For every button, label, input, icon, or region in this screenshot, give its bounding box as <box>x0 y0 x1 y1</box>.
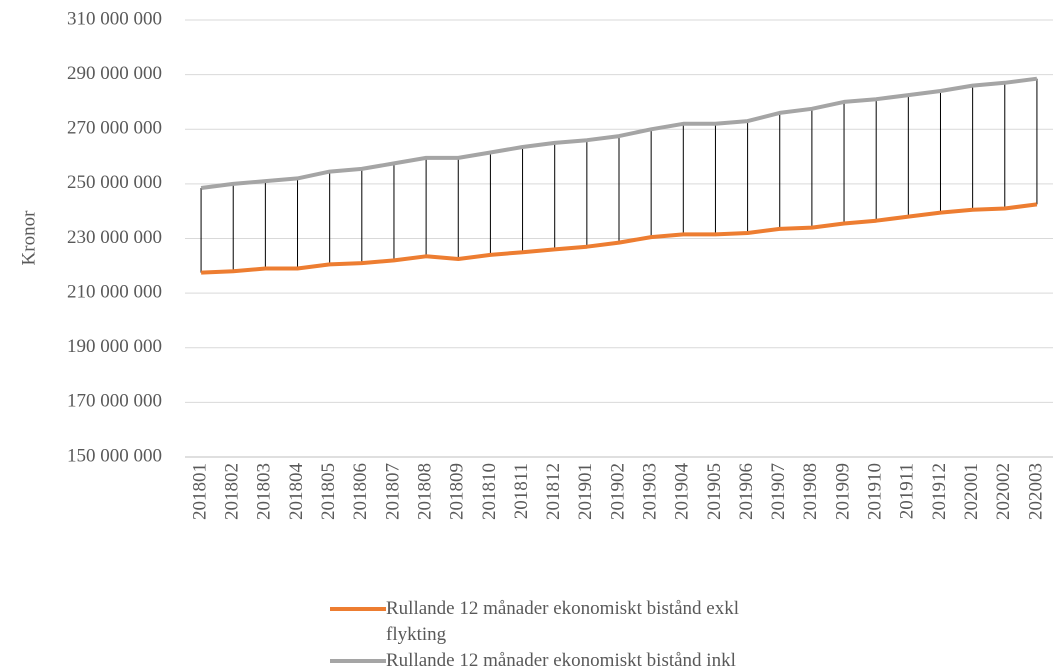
legend-swatch <box>330 659 386 663</box>
y-tick-label: 150 000 000 <box>67 445 162 466</box>
y-tick-label: 210 000 000 <box>67 281 162 302</box>
x-tick-label: 201802 <box>222 463 243 520</box>
x-tick-label: 201810 <box>479 463 500 520</box>
x-tick-label: 201905 <box>704 463 725 520</box>
legend: Rullande 12 månader ekonomiskt bistånd e… <box>330 596 800 672</box>
y-axis-label: Kronor <box>18 210 39 266</box>
legend-label: Rullande 12 månader ekonomiskt bistånd e… <box>386 598 740 645</box>
legend-item: Rullande 12 månader ekonomiskt bistånd i… <box>330 648 800 672</box>
x-tick-label: 201907 <box>768 463 789 520</box>
x-tick-label: 201911 <box>897 463 918 519</box>
x-tick-label: 201903 <box>640 463 661 520</box>
y-tick-label: 190 000 000 <box>67 336 162 357</box>
x-tick-label: 201812 <box>543 463 564 520</box>
x-tick-label: 201809 <box>447 463 468 520</box>
x-tick-label: 201806 <box>350 463 371 520</box>
x-tick-label: 201804 <box>286 463 307 521</box>
x-tick-label: 202002 <box>993 463 1014 520</box>
series-line <box>200 76 1038 190</box>
x-tick-label: 201803 <box>254 463 275 520</box>
x-tick-label: 201811 <box>511 463 532 519</box>
x-tick-label: 201801 <box>189 463 210 520</box>
series-line <box>201 202 1038 275</box>
y-tick-label: 230 000 000 <box>67 227 162 248</box>
x-tick-label: 201807 <box>382 463 403 520</box>
y-tick-label: 290 000 000 <box>67 63 162 84</box>
y-tick-label: 270 000 000 <box>67 118 162 139</box>
x-tick-label: 201904 <box>672 463 693 521</box>
x-tick-label: 202003 <box>1025 463 1046 520</box>
x-tick-label: 201805 <box>318 463 339 520</box>
x-tick-label: 201912 <box>929 463 950 520</box>
x-tick-label: 201902 <box>607 463 628 520</box>
y-tick-label: 250 000 000 <box>67 172 162 193</box>
y-tick-label: 170 000 000 <box>67 391 162 412</box>
legend-label: Rullande 12 månader ekonomiskt bistånd i… <box>386 650 736 671</box>
legend-swatch <box>330 607 386 611</box>
x-tick-label: 201901 <box>575 463 596 520</box>
x-tick-label: 201808 <box>414 463 435 520</box>
x-tick-label: 201906 <box>736 463 757 520</box>
x-tick-label: 201909 <box>832 463 853 520</box>
x-tick-label: 202001 <box>961 463 982 520</box>
x-tick-label: 201910 <box>865 463 886 520</box>
legend-item: Rullande 12 månader ekonomiskt bistånd e… <box>330 596 800 648</box>
y-tick-label: 310 000 000 <box>67 8 162 29</box>
x-tick-label: 201908 <box>800 463 821 520</box>
